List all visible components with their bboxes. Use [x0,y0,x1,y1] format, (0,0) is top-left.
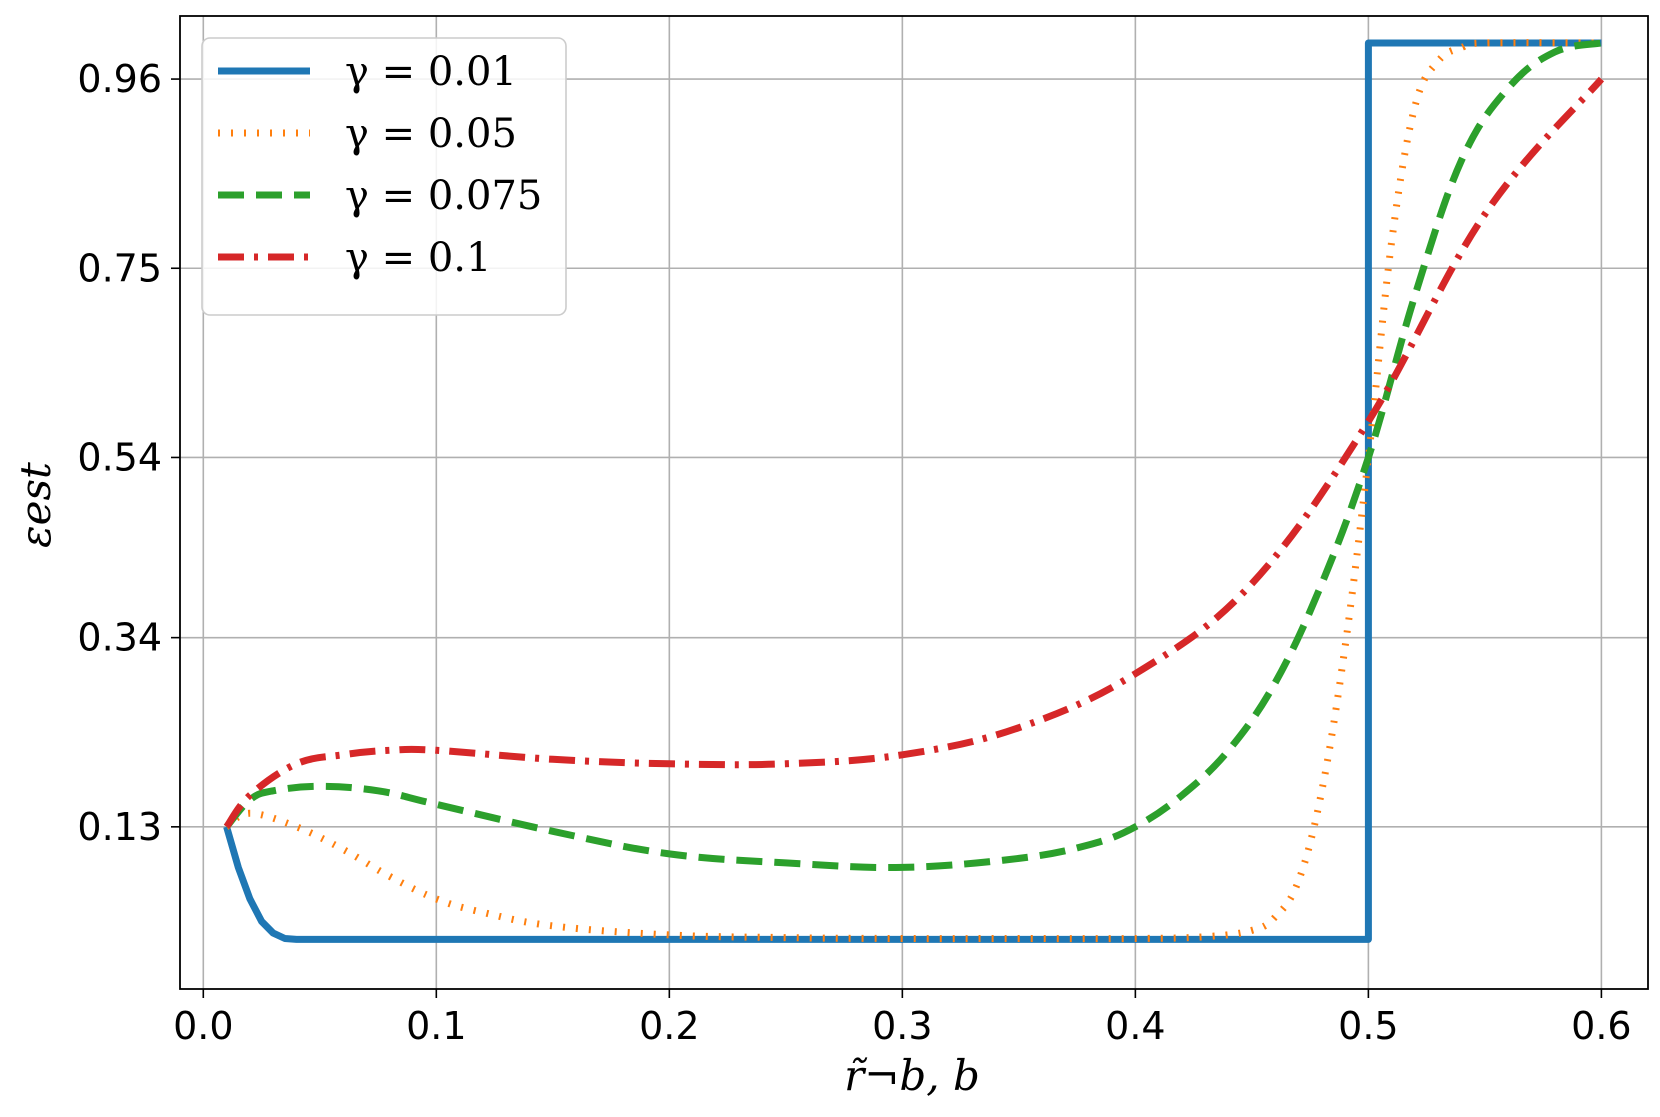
plot-frame [179,15,1649,990]
x-tick-label: 0.2 [639,1004,699,1048]
y-tick-label: 0.13 [77,805,162,849]
legend-label: γ = 0.01 [345,49,517,95]
x-tick-label: 0.4 [1105,1004,1165,1048]
y-tick-label: 0.75 [77,246,162,290]
svg-text:εest: εest [11,462,60,548]
legend-label: γ = 0.075 [345,173,542,219]
series-line-4 [223,76,1605,829]
y-axis-title: εest [11,462,60,548]
legend: γ = 0.01 γ = 0.05 γ = 0.075 γ = 0.1 [201,37,567,316]
series-line-1 [223,39,1602,943]
y-tick-label: 0.34 [77,616,162,660]
x-tick-label: 0.1 [406,1004,466,1048]
legend-label: γ = 0.05 [345,111,517,157]
plot-lines [223,39,1605,943]
series-line-3 [223,39,1603,872]
legend-box [201,37,567,316]
x-tick-label: 0.5 [1338,1004,1398,1048]
x-axis-title: r̃¬b, b [844,1051,980,1100]
x-tick-label: 0.6 [1571,1004,1631,1048]
legend-label: γ = 0.1 [345,235,491,281]
axis-ticks: 0.0 0.1 0.2 0.3 0.4 0.5 0.6 0.13 0.34 0.54 0.75 0.9… [77,57,1631,1048]
x-tick-label: 0.3 [872,1004,932,1048]
y-tick-label: 0.96 [77,57,162,101]
x-tick-label: 0.0 [173,1004,233,1048]
y-tick-label: 0.54 [77,435,162,479]
